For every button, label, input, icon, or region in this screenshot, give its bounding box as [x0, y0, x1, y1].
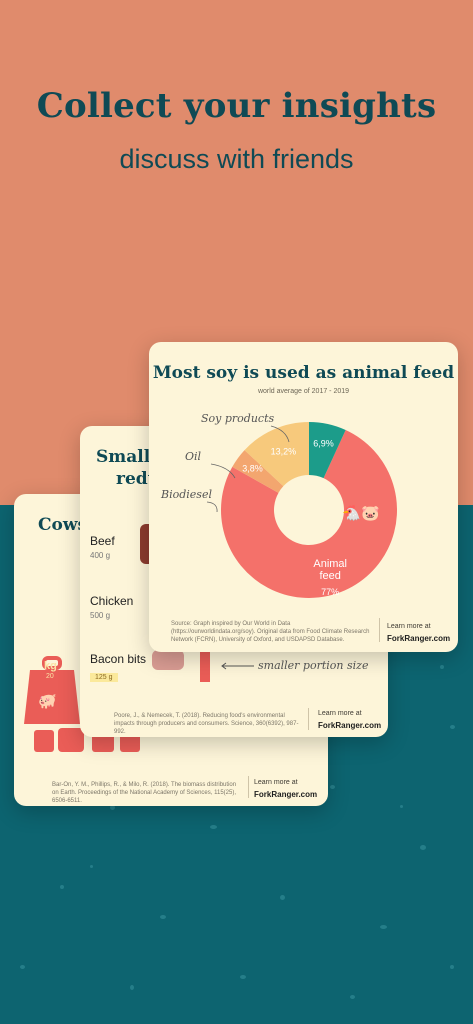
- card-soy-chart[interactable]: Most soy is used as animal feed world av…: [149, 342, 458, 652]
- label-connector: [206, 501, 218, 513]
- page-subtitle: discuss with friends: [119, 144, 354, 174]
- card-title: Cows: [38, 515, 88, 535]
- chart-title: Most soy is used as animal feed: [152, 363, 455, 383]
- source-citation: Poore, J., & Nemecek, T. (2018). Reducin…: [114, 713, 299, 735]
- list-item: Chicken 500 g: [90, 594, 134, 620]
- chart-subtitle: world average of 2017 - 2019: [257, 388, 350, 395]
- pie-slice[interactable]: [232, 450, 284, 493]
- pie-slice[interactable]: [309, 422, 346, 479]
- slice-value-label: 77%: [321, 587, 339, 597]
- source-citation: Source: Graph inspired by Our World in D…: [171, 621, 370, 643]
- source-citation: Bar-On, Y. M., Phillips, R., & Milo, R. …: [52, 782, 237, 804]
- slice-value-label: 3,8%: [242, 464, 263, 474]
- arrow-icon: [220, 658, 256, 676]
- learn-more[interactable]: Learn more at ForkRanger.com: [318, 710, 382, 730]
- learn-more[interactable]: Learn more at ForkRanger.com: [254, 779, 318, 799]
- weight-unit: kg: [44, 660, 57, 672]
- slice-outer-label: Biodiesel: [160, 488, 212, 501]
- label-connector: [270, 425, 290, 443]
- list-item: Bacon bits 125 g: [90, 652, 147, 682]
- bacon-image: [152, 650, 184, 670]
- weight-value: 20: [46, 673, 54, 680]
- slice-label: Animal: [313, 558, 347, 570]
- label-connector: [210, 463, 236, 479]
- brand-link[interactable]: ForkRanger.com: [254, 790, 318, 799]
- portion-annotation: smaller portion size: [258, 659, 369, 672]
- slice-outer-label: Oil: [185, 450, 202, 463]
- pie-slice[interactable]: [221, 429, 398, 598]
- portion-bar: [200, 652, 210, 682]
- brand-link[interactable]: ForkRanger.com: [318, 721, 382, 730]
- slice-outer-label: Soy products: [201, 412, 274, 425]
- slice-label: feed: [319, 570, 340, 582]
- slice-value-label: 6,9%: [313, 439, 334, 449]
- list-item: Beef 400 g: [90, 534, 115, 560]
- learn-more[interactable]: Learn more at ForkRanger.com: [387, 623, 451, 643]
- chicken-pig-icon: 🐔🐷: [342, 504, 379, 522]
- pig-icon: 🐖: [38, 693, 57, 710]
- brand-link[interactable]: ForkRanger.com: [387, 634, 451, 643]
- pie-slice[interactable]: [244, 422, 309, 487]
- page-title: Collect your insights: [36, 86, 437, 126]
- slice-value-label: 13,2%: [271, 446, 297, 456]
- weight-icon: [22, 656, 82, 733]
